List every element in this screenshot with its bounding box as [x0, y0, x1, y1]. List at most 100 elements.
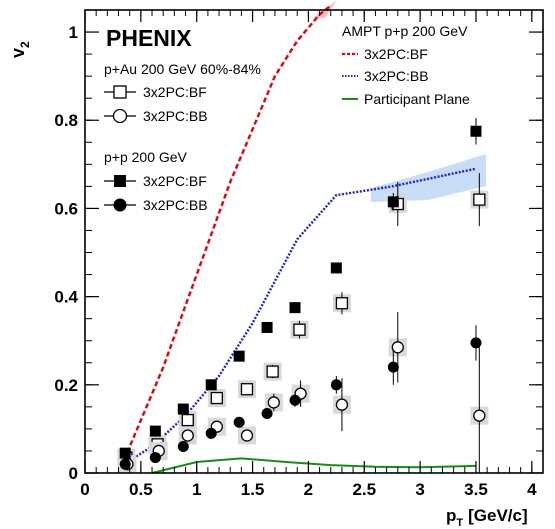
open-circle-marker	[267, 396, 280, 409]
data-point-open-circle	[264, 393, 283, 412]
open-circle-marker	[473, 409, 486, 422]
filled-circle-marker	[387, 361, 399, 373]
legend-ampt-bf-label: 3x2PC:BF	[364, 46, 428, 62]
open-square-marker	[473, 193, 486, 206]
legend-pau-bf-label: 3x2PC:BF	[143, 84, 207, 100]
legend-open-circle-icon	[112, 108, 128, 124]
filled-square-marker	[470, 125, 482, 137]
x-tick-label: 4	[527, 480, 537, 499]
x-tick-label: 3	[415, 480, 424, 499]
data-point-open-square	[470, 173, 489, 227]
legend-filled-square-icon	[114, 175, 126, 187]
y-tick-label: 0.2	[54, 376, 78, 395]
filled-circle-marker	[177, 441, 189, 453]
open-square-marker	[335, 297, 349, 310]
data-point-open-circle	[470, 345, 489, 473]
legend-pau-bf: 3x2PC:BF	[104, 84, 207, 100]
x-axis-title: pT [GeV/c]	[446, 506, 528, 529]
pau-header: p+Au 200 GeV 60%-84%	[104, 61, 261, 77]
data-point-open-square	[332, 292, 351, 315]
filled-circle-marker	[330, 379, 342, 391]
x-tick-label: 1	[192, 480, 201, 499]
data-point-filled-square	[233, 350, 245, 362]
y-tick-label: 1	[69, 23, 78, 42]
data-point-filled-circle	[387, 349, 399, 385]
data-point-filled-circle	[330, 375, 342, 394]
legend-pau-bb-label: 3x2PC:BB	[143, 108, 208, 124]
data-point-open-square	[178, 411, 197, 430]
open-circle-marker	[181, 429, 194, 442]
filled-square-marker	[289, 302, 301, 314]
open-circle-marker	[335, 398, 349, 411]
data-point-open-circle	[237, 426, 256, 445]
data-point-open-circle	[332, 378, 351, 432]
filled-circle-marker	[261, 407, 273, 419]
experiment-label: PHENIX	[106, 25, 192, 51]
filled-square-marker	[119, 447, 131, 459]
x-tick-label: 2	[304, 480, 313, 499]
filled-square-marker	[205, 379, 217, 391]
ampt-header: AMPT p+p 200 GeV	[342, 23, 468, 39]
ampt-curve-2	[151, 457, 477, 474]
plot-frame	[84, 9, 544, 474]
legend-ampt-bf: 3x2PC:BF	[342, 46, 428, 62]
legend-participant-plane: Participant Plane	[342, 91, 470, 107]
data-point-filled-circle	[177, 441, 189, 453]
x-tick-label: 3.5	[464, 480, 488, 499]
legend-open-square-icon	[113, 85, 127, 99]
open-circle-marker	[240, 429, 254, 442]
data-point-filled-square	[470, 118, 482, 145]
data-point-filled-square	[177, 403, 189, 415]
legend-pau-bb: 3x2PC:BB	[104, 108, 208, 124]
data-point-filled-square	[119, 447, 131, 459]
data-point-filled-square	[261, 321, 273, 333]
pp-header: p+p 200 GeV	[104, 149, 188, 165]
open-square-marker	[293, 323, 306, 336]
legend-ampt-bb-label: 3x2PC:BB	[364, 68, 429, 84]
filled-circle-marker	[470, 337, 482, 349]
open-square-marker	[266, 365, 279, 378]
legend-filled-circle-icon	[113, 198, 127, 212]
x-tick-label: 2.5	[352, 480, 376, 499]
data-point-filled-square	[289, 302, 301, 314]
y-tick-label: 0.8	[54, 111, 78, 130]
data-point-open-square	[290, 320, 309, 339]
legend-pp-bb: 3x2PC:BB	[104, 197, 208, 213]
data-point-filled-square	[149, 425, 161, 437]
x-tick-label: 0.5	[129, 480, 153, 499]
ampt-curve-0	[122, 4, 332, 461]
open-square-marker	[210, 391, 223, 405]
legend-pp-bb-label: 3x2PC:BB	[143, 197, 208, 213]
data-point-filled-square	[330, 262, 342, 274]
data-point-filled-square	[387, 192, 399, 211]
data-point-filled-circle	[149, 452, 161, 464]
data-point-open-circle	[178, 426, 197, 445]
open-square-marker	[181, 413, 194, 427]
y-tick-label: 0.6	[54, 199, 78, 218]
filled-square-marker	[330, 262, 342, 274]
data-point-open-square	[237, 380, 256, 399]
filled-circle-marker	[233, 416, 245, 428]
data-point-filled-circle	[261, 407, 273, 419]
data-point-filled-circle	[119, 458, 131, 470]
legend-ampt-bb: 3x2PC:BB	[342, 68, 429, 84]
filled-square-marker	[387, 196, 399, 208]
filled-square-marker	[233, 350, 245, 362]
x-tick-label: 0	[80, 480, 89, 499]
legend-pp-bf-label: 3x2PC:BF	[143, 173, 207, 189]
legend-pp-bf: 3x2PC:BF	[104, 173, 207, 189]
filled-square-marker	[177, 403, 189, 415]
data-point-filled-circle	[233, 416, 245, 428]
filled-circle-marker	[149, 452, 161, 464]
legend-participant-plane-label: Participant Plane	[364, 91, 470, 107]
data-point-filled-circle	[470, 325, 482, 361]
open-square-marker	[240, 383, 254, 396]
data-point-filled-circle	[289, 393, 301, 407]
ampt-curve-1	[123, 167, 477, 466]
x-tick-label: 1.5	[241, 480, 265, 499]
open-circle-marker	[391, 341, 404, 354]
filled-square-marker	[149, 425, 161, 437]
filled-circle-marker	[289, 394, 301, 406]
data-point-open-square	[263, 362, 282, 381]
y-axis-title: v2	[8, 41, 32, 58]
